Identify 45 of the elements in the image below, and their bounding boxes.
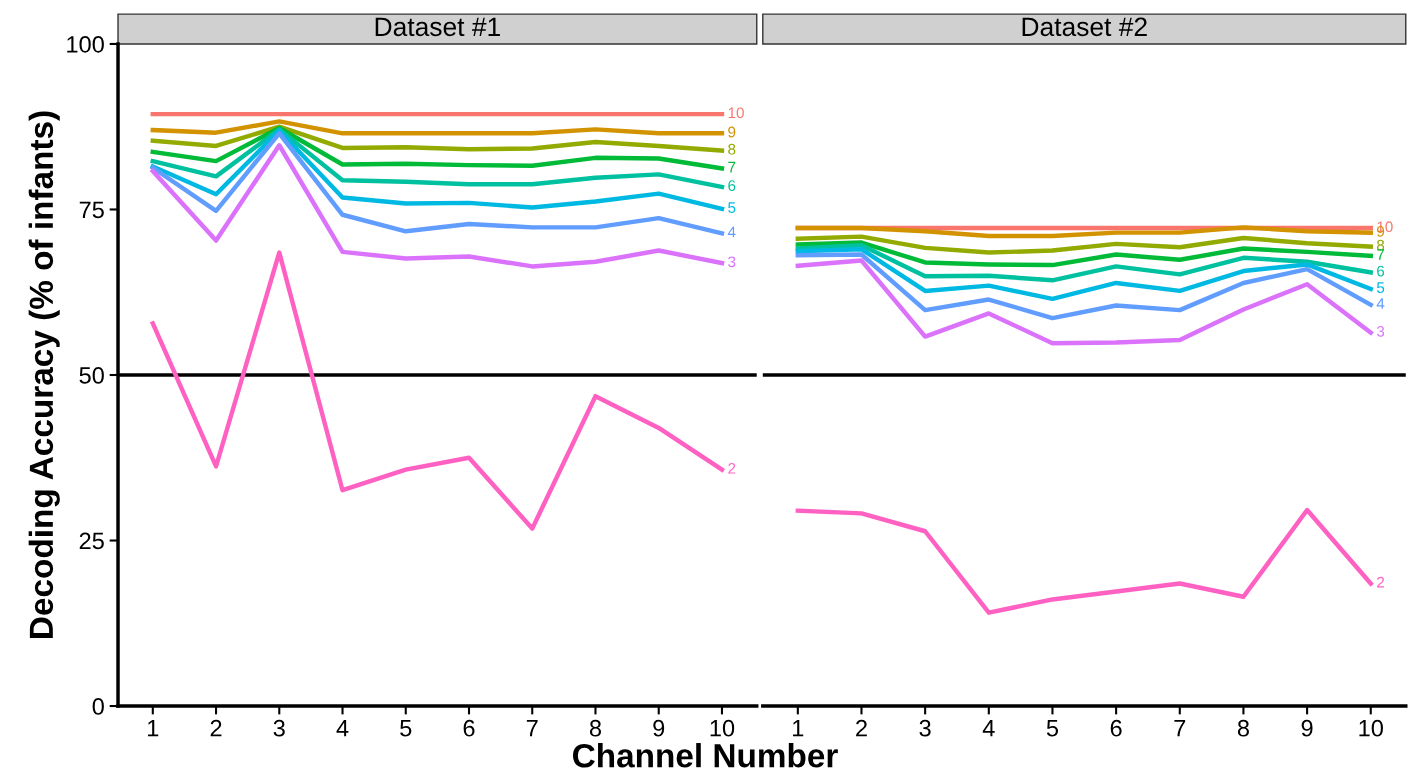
series-label: 6	[1377, 265, 1385, 277]
series-label: 8	[728, 143, 736, 155]
x-tick-label: 2	[856, 719, 867, 737]
series-label: 4	[727, 226, 736, 238]
x-tick-label: 6	[1110, 719, 1122, 737]
x-tick-label: 10	[1359, 719, 1383, 737]
x-axis-title: Channel Number	[573, 743, 838, 768]
x-tick-label: 3	[273, 719, 285, 737]
x-tick-label: 5	[1046, 720, 1059, 737]
x-tick-label: 7	[526, 720, 538, 737]
series-label: 9	[728, 126, 736, 138]
x-tick-label: 5	[400, 720, 412, 737]
x-tick-label: 9	[1301, 719, 1313, 737]
y-tick-label: 100	[67, 36, 104, 53]
series-label: 8	[1376, 239, 1385, 251]
series-label: 3	[728, 256, 736, 268]
x-tick-label: 2	[210, 719, 222, 737]
series-label: 5	[1376, 282, 1385, 294]
x-tick-label: 3	[919, 719, 931, 737]
chart-title: Dataset #2	[1022, 17, 1147, 37]
series-label: 5	[728, 202, 736, 213]
x-tick-label: 7	[1174, 720, 1186, 737]
y-tick-label: 50	[79, 367, 104, 384]
series-label: 3	[1376, 325, 1385, 337]
series-label: 2	[1377, 576, 1385, 588]
x-tick-label: 4	[982, 720, 995, 737]
x-tick-label: 1	[148, 720, 159, 737]
series-label: 7	[728, 161, 736, 173]
series-label: 6	[728, 180, 736, 192]
series-label: 4	[1376, 298, 1385, 309]
chart-title: Dataset #1	[375, 17, 500, 37]
y-axis-title: Decoding Accuracy (% of infants)	[28, 111, 60, 638]
y-tick-label: 25	[79, 532, 104, 550]
series-label: 2	[728, 462, 736, 474]
series-label: 10	[728, 107, 744, 119]
y-tick-label: 0	[92, 698, 104, 715]
y-tick-label: 75	[79, 201, 104, 219]
x-tick-label: 9	[653, 719, 665, 737]
x-tick-label: 4	[336, 720, 349, 737]
x-tick-label: 6	[463, 719, 475, 737]
series-label: 7	[1377, 249, 1385, 260]
x-tick-label: 10	[710, 719, 735, 737]
x-tick-label: 1	[793, 720, 804, 737]
x-tick-label: 8	[589, 719, 602, 737]
x-tick-label: 8	[1237, 719, 1249, 737]
